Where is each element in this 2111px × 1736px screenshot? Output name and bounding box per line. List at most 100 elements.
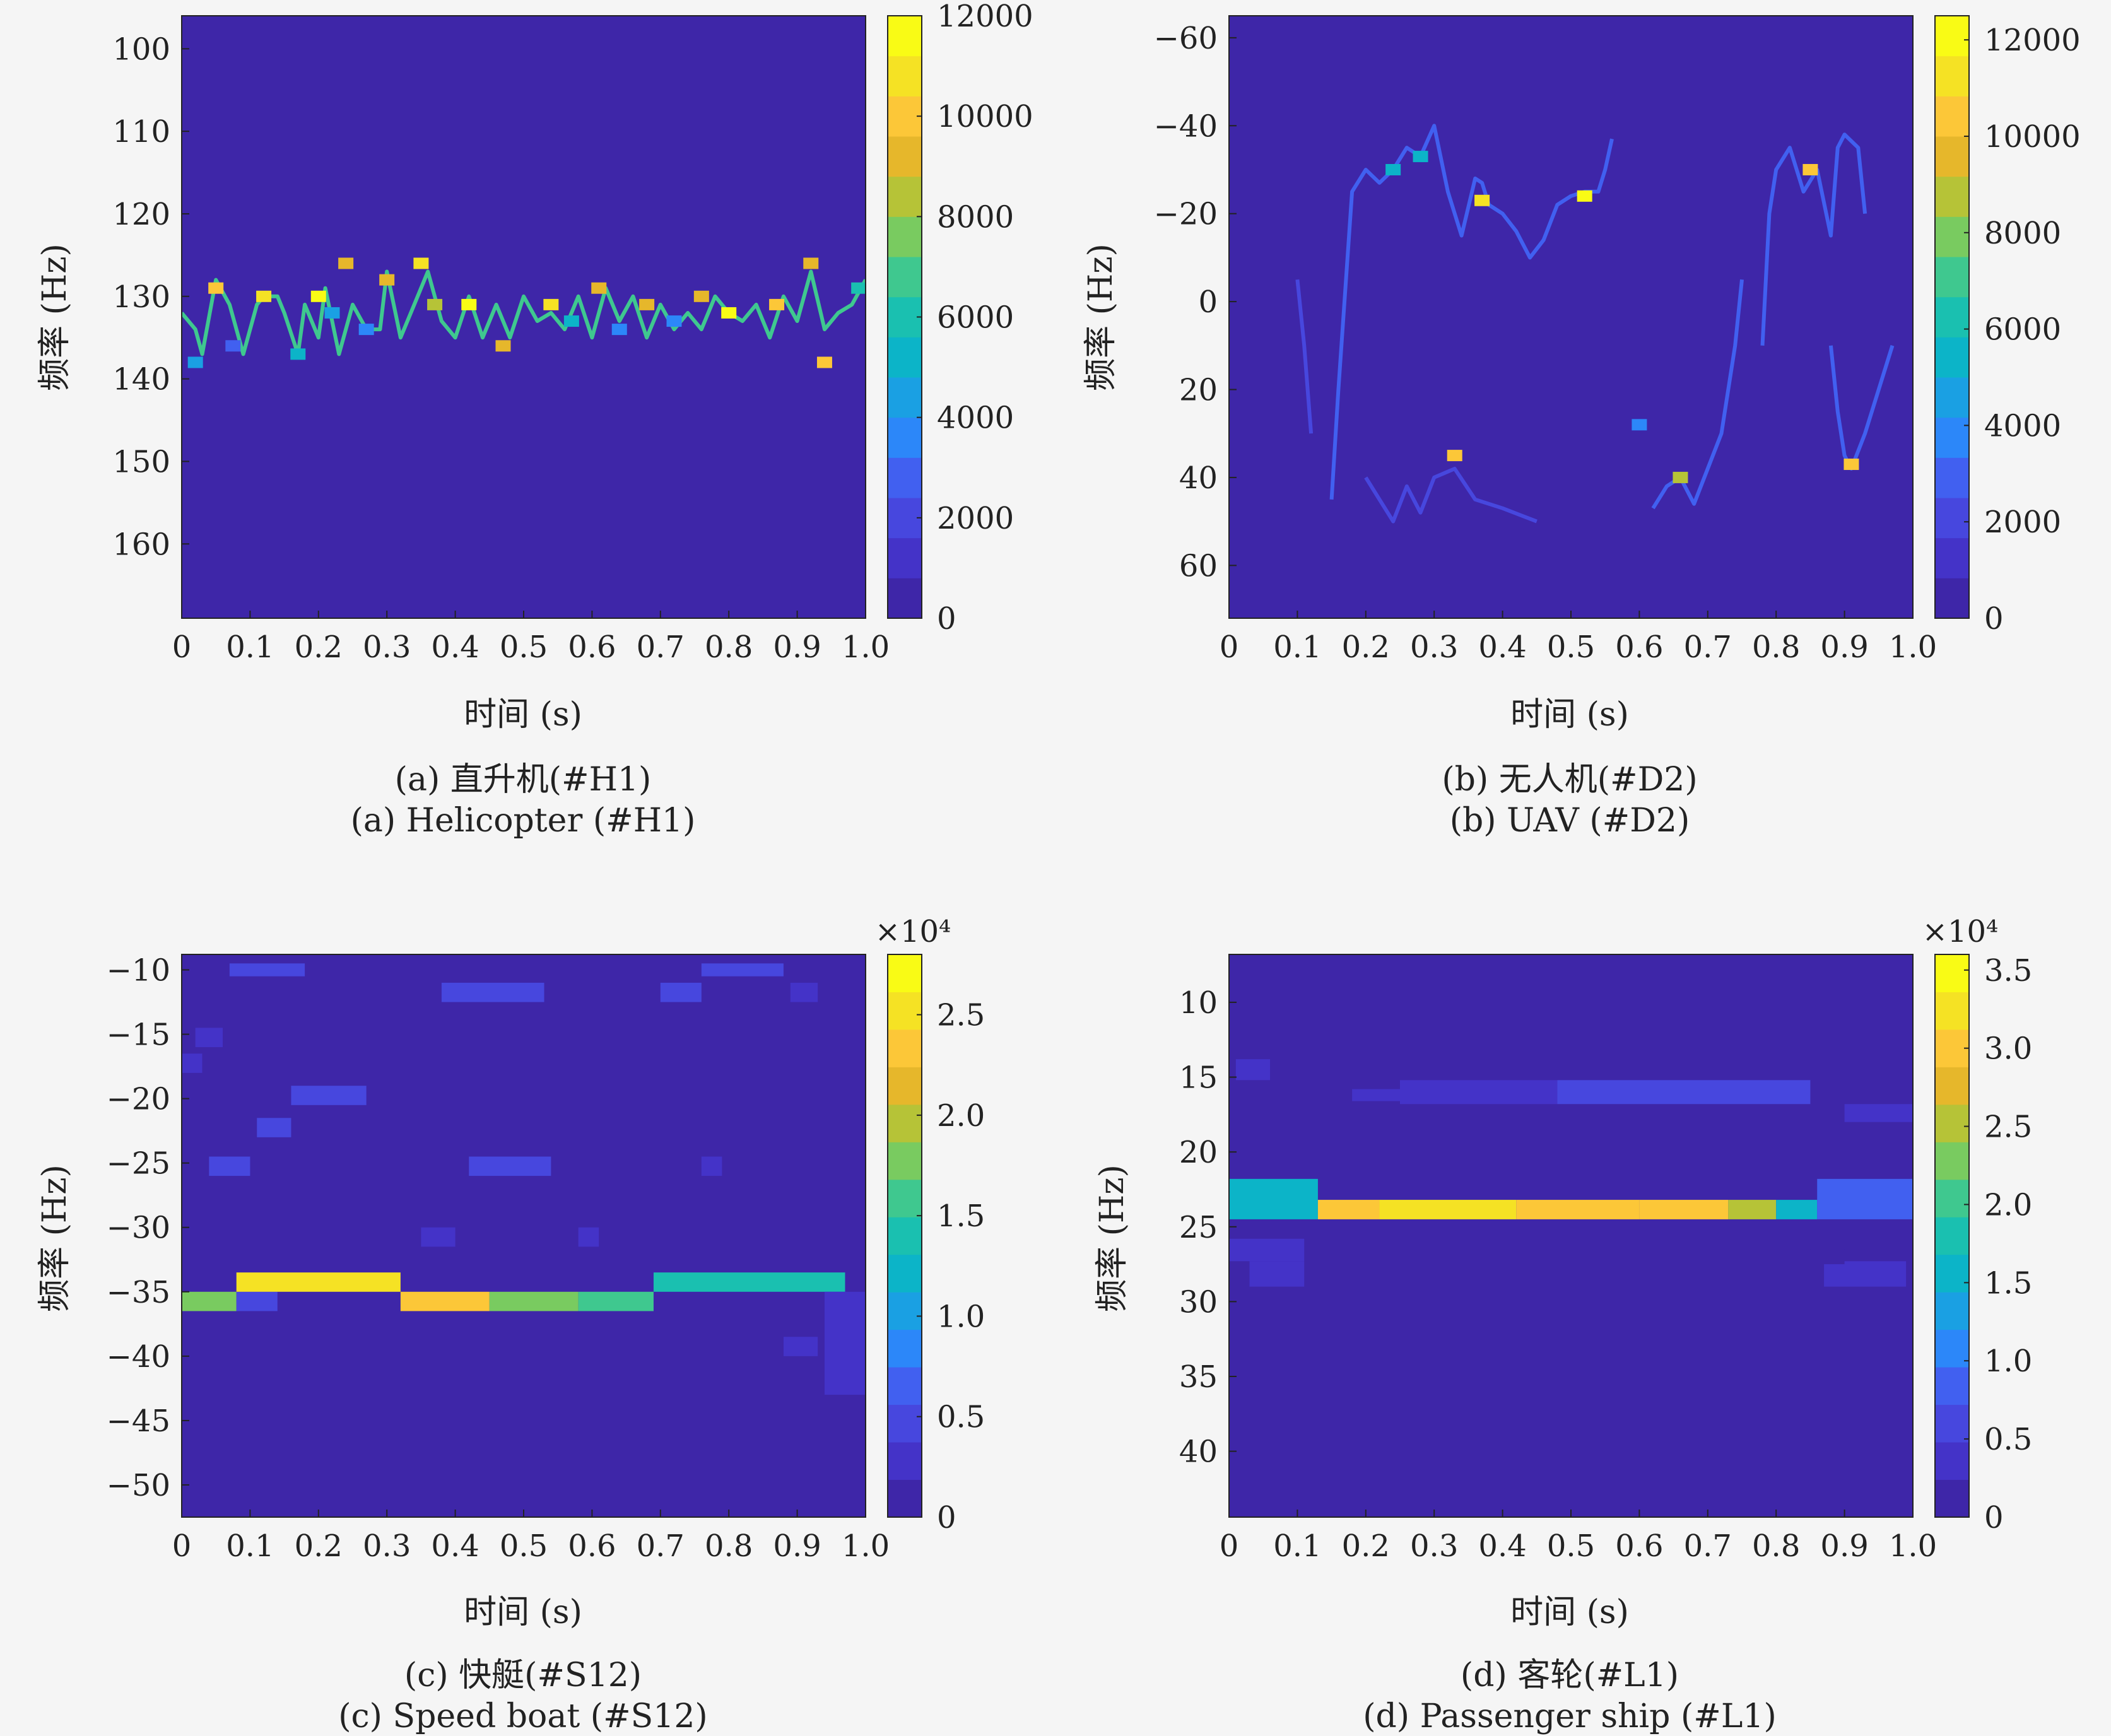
colorbar-tick-label: 0 — [937, 601, 956, 636]
colorbar-step — [1935, 417, 1969, 458]
heatmap-cell — [1400, 1080, 1558, 1105]
peak-cell — [769, 298, 785, 310]
colorbar-step — [1935, 16, 1969, 57]
colorbar-tick-label: 6000 — [937, 300, 1014, 336]
colorbar-step — [1935, 1479, 1969, 1518]
colorbar-step — [1935, 1029, 1969, 1067]
colorbar-tick-label: 0.5 — [1984, 1422, 2032, 1457]
peak-cell — [187, 356, 203, 368]
y-tick-label: −45 — [107, 1404, 170, 1439]
heatmap-cell — [790, 982, 818, 1002]
y-tick-label: −35 — [107, 1275, 170, 1310]
peak-cell — [461, 298, 477, 310]
x-tick-label: 0.5 — [500, 630, 548, 665]
panel-a: (a) 直升机(#H1) (a) Helicopter (#H1) 时间 (s)… — [36, 0, 1033, 840]
colorbar-step — [1935, 1254, 1969, 1293]
y-tick-label: −20 — [1154, 197, 1218, 232]
colorbar-step — [1935, 176, 1969, 217]
peak-cell — [310, 290, 326, 302]
peak-cell — [543, 298, 559, 310]
heatmap-cell — [236, 1272, 401, 1292]
colorbar-step — [1935, 578, 1969, 619]
colorbar-tick-label: 4000 — [937, 401, 1014, 436]
peak-cell — [225, 340, 241, 352]
caption-en: (a) Helicopter (#H1) — [351, 802, 696, 840]
colorbar-tick-label: 1.0 — [1984, 1344, 2032, 1379]
peak-cell — [1673, 471, 1688, 483]
x-tick-label: 0 — [172, 1528, 192, 1564]
x-tick-label: 0.8 — [705, 1528, 753, 1564]
heatmap-cell — [489, 1291, 579, 1311]
colorbar-step — [888, 1479, 922, 1518]
y-tick-label: 0 — [1198, 284, 1218, 320]
heatmap-cell — [660, 982, 702, 1002]
x-tick-label: 0.3 — [363, 1528, 411, 1564]
colorbar-tick-label: 3.0 — [1984, 1031, 2032, 1067]
colorbar-tick-label: 8000 — [1984, 216, 2061, 251]
x-tick-label: 1.0 — [1889, 630, 1937, 665]
y-tick-label: 150 — [112, 444, 170, 479]
colorbar-tick-label: 2000 — [1984, 505, 2061, 540]
y-axis-label: 频率 (Hz) — [36, 1164, 74, 1312]
colorbar-step — [888, 96, 922, 137]
y-tick-label: −15 — [107, 1018, 170, 1053]
y-tick-label: 15 — [1179, 1060, 1218, 1096]
peak-cell — [721, 307, 737, 319]
x-tick-label: 1.0 — [842, 630, 890, 665]
colorbar-tick-label: 12000 — [1984, 23, 2081, 58]
colorbar-tick-label: 8000 — [937, 199, 1014, 235]
peak-cell — [851, 282, 866, 294]
heatmap-cell — [1317, 1200, 1380, 1219]
y-tick-label: 100 — [112, 32, 170, 67]
colorbar-step — [1935, 96, 1969, 137]
x-tick-label: 0.6 — [568, 1528, 616, 1564]
peak-cell — [1843, 459, 1859, 471]
peak-cell — [1577, 190, 1592, 202]
x-tick-label: 0.7 — [1684, 1528, 1732, 1564]
colorbar-step — [1935, 377, 1969, 418]
colorbar-frame — [1934, 15, 1970, 619]
colorbar-step — [888, 1104, 922, 1142]
heatmap-marks — [1229, 1059, 1913, 1287]
peak-cell — [591, 282, 607, 294]
colorbar-tick-label: 1.0 — [937, 1299, 985, 1334]
colorbar-step — [888, 377, 922, 418]
colorbar-step — [888, 1067, 922, 1105]
y-axis-label: 频率 (Hz) — [36, 243, 74, 391]
x-tick-label: 0.2 — [1342, 1528, 1390, 1564]
x-tick-label: 0.2 — [295, 630, 343, 665]
colorbar-step — [888, 16, 922, 57]
peak-cell — [611, 324, 627, 336]
heatmap-cell — [209, 1156, 250, 1176]
colorbar-step — [888, 257, 922, 298]
heatmap-cell — [1229, 1178, 1318, 1219]
panel-d: (d) 客轮(#L1) (d) Passenger ship (#L1) 时间 … — [1093, 914, 2032, 1735]
heatmap-marks — [1295, 124, 1895, 524]
x-tick-label: 0.4 — [431, 1528, 479, 1564]
x-tick-label: 0.6 — [1615, 630, 1663, 665]
x-tick-label: 0.7 — [637, 630, 685, 665]
heatmap-cell — [291, 1086, 367, 1105]
colorbar-step — [1935, 1104, 1969, 1142]
x-tick-label: 0.4 — [1478, 630, 1526, 665]
colorbar-step — [888, 1442, 922, 1481]
x-tick-label: 0.5 — [1547, 1528, 1595, 1564]
x-tick-label: 1.0 — [842, 1528, 890, 1564]
colorbar-frame — [887, 954, 922, 1518]
x-tick-label: 0.9 — [1820, 630, 1868, 665]
heatmap-background — [1229, 954, 1913, 1517]
peak-cell — [338, 257, 354, 269]
colorbar-tick-label: 0 — [937, 1500, 956, 1535]
colorbar-step — [1935, 216, 1969, 257]
x-tick-label: 0.4 — [431, 630, 479, 665]
peak-cell — [1413, 151, 1428, 163]
heatmap-cell — [236, 1291, 278, 1311]
colorbar-tick-label: 6000 — [1984, 312, 2061, 348]
heatmap-cell — [1379, 1200, 1517, 1219]
x-tick-label: 0.9 — [1820, 1528, 1868, 1564]
colorbar-tick-label: 1.5 — [1984, 1265, 2032, 1301]
colorbar-tick-label: 0 — [1984, 601, 2004, 636]
peak-cell — [666, 315, 682, 327]
heatmap-marks — [182, 257, 866, 368]
y-tick-label: −60 — [1154, 21, 1218, 56]
